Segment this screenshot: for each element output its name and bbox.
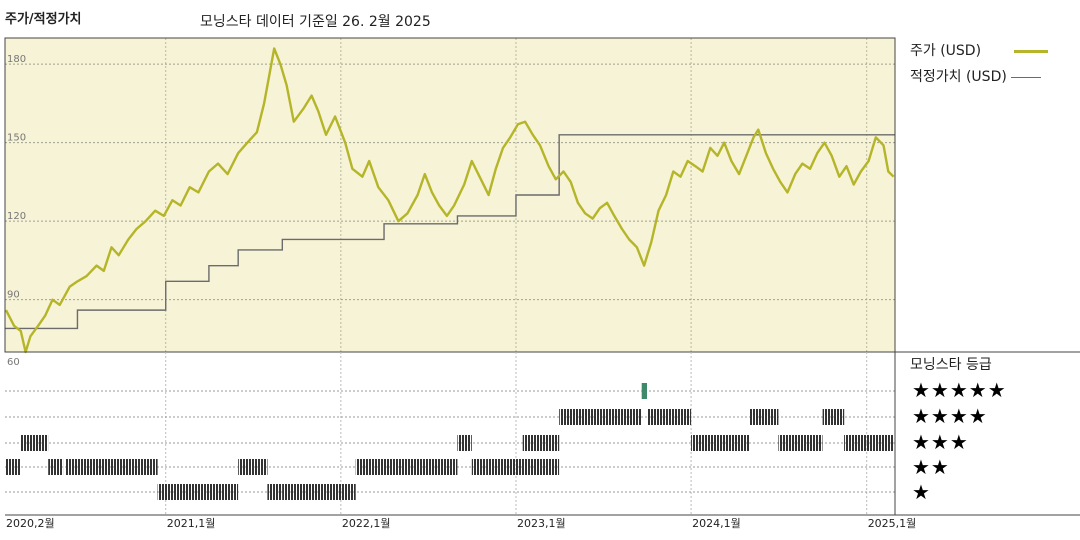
data-date-title: 모닝스타 데이터 기준일 26. 2월 2025 (200, 14, 431, 30)
rating-bar (238, 459, 268, 475)
x-tick-label: 2025,1월 (868, 517, 917, 530)
rating-level-1: ★ (912, 480, 931, 504)
rating-bar (822, 409, 845, 425)
rating-bar (522, 435, 560, 451)
y-tick-label: 180 (7, 54, 26, 65)
legend-fair-value-swatch (1011, 76, 1042, 78)
legend-price-swatch (1013, 49, 1048, 53)
price-line (4, 47, 895, 354)
rating-level-4: ★★★★ (912, 404, 988, 428)
price-plot-background (5, 38, 895, 352)
x-axis: 2020,2월 2021,1월 2022,1월 2023,1월 2024,1월 2025,… (6, 517, 916, 530)
rating-bar (486, 459, 560, 475)
rating-level-5: ★★★★★ (912, 378, 1007, 402)
rating-bar (749, 409, 779, 425)
legend-price: 주가 (USD) (910, 40, 1048, 60)
y-tick-label: 150 (7, 133, 26, 144)
rating-bar (157, 484, 173, 500)
x-tick-label: 2023,1월 (517, 517, 566, 530)
price-panel: 180 150 120 90 (4, 37, 1080, 354)
rating-bar (559, 409, 642, 425)
rating-bar (282, 484, 356, 500)
rating-title: 모닝스타 등급 (910, 357, 992, 373)
rating-bar (355, 459, 458, 475)
rating-panel: 60 (5, 38, 1080, 516)
rating-bar (20, 435, 49, 451)
rating-level-2: ★★ (912, 455, 950, 479)
rating-bar (172, 484, 239, 500)
x-tick-label: 2024,1월 (692, 517, 741, 530)
rating-bar (647, 409, 692, 425)
rating-bar (844, 435, 894, 451)
rating-bar (267, 484, 283, 500)
rating-bar (457, 435, 472, 451)
rating-bar (778, 435, 823, 451)
legend-price-label: 주가 (USD) (910, 43, 982, 59)
legend-fair-value: 적정가치 (USD) (910, 66, 1042, 86)
rating-bar (5, 459, 21, 475)
x-tick-label: 2022,1월 (342, 517, 391, 530)
rating-level-3: ★★★ (912, 430, 969, 454)
y-tick-label: 90 (7, 290, 20, 301)
rating-bar (471, 459, 487, 475)
y-tick-label: 120 (7, 211, 26, 222)
fair-value-line (5, 134, 895, 330)
legend-fair-value-label: 적정가치 (USD) (910, 69, 1007, 85)
x-tick-label: 2020,2월 (6, 517, 55, 530)
rating-bar (691, 435, 750, 451)
rating-top-tick: 60 (7, 357, 20, 368)
rating-bar (48, 459, 64, 475)
rating-bar (641, 383, 647, 399)
x-tick-label: 2021,1월 (167, 517, 216, 530)
rating-bar (65, 459, 158, 475)
chart-section-title: 주가/적정가치 (5, 12, 82, 27)
